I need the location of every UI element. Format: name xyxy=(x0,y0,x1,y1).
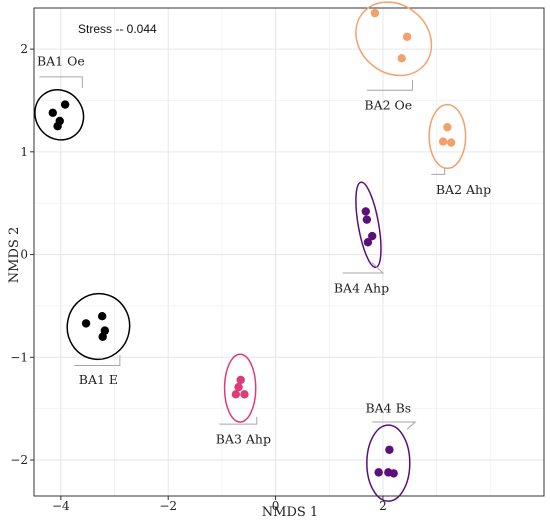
point-ba3-ahp xyxy=(231,390,241,399)
ellipse-ba3-ahp xyxy=(223,353,257,423)
ellipse-ba4-ahp xyxy=(355,181,382,269)
point-ba2-oe xyxy=(397,54,406,63)
group-ba4-ahp: BA4 Ahp xyxy=(334,181,389,295)
group-ba2-ahp: BA2 Ahp xyxy=(428,103,491,197)
point-ba2-ahp xyxy=(446,138,456,147)
stress-annotation: Stress -- 0.044 xyxy=(78,22,157,36)
point-ba2-ahp xyxy=(443,122,452,132)
y-tick-label: 2 xyxy=(20,42,28,56)
leader-ba1-oe xyxy=(39,76,83,89)
group-ba1-oe: BA1 Oe xyxy=(34,53,85,141)
point-ba4-ahp xyxy=(363,238,373,247)
point-ba1-oe xyxy=(48,108,57,117)
point-ba4-bs xyxy=(374,468,383,477)
plot-frame xyxy=(33,7,545,497)
label-ba4-ahp: BA4 Ahp xyxy=(334,280,389,295)
label-ba1-e: BA1 E xyxy=(79,372,118,387)
group-ba2-oe: BA2 Oe xyxy=(355,1,433,113)
label-ba1-oe: BA1 Oe xyxy=(37,53,85,68)
point-ba1-e xyxy=(81,319,91,328)
group-ba4-bs: BA4 Bs xyxy=(365,401,417,502)
x-tick-label: 2 xyxy=(379,499,387,513)
point-ba3-ahp xyxy=(234,382,243,392)
ellipse-ba2-ahp xyxy=(428,103,467,170)
ellipse-ba1-oe xyxy=(34,89,85,141)
group-ba1-e: BA1 E xyxy=(66,292,131,387)
point-ba3-ahp xyxy=(240,390,249,399)
y-tick-label: 0 xyxy=(20,248,28,262)
point-ba4-ahp xyxy=(362,215,372,224)
point-ba1-e xyxy=(98,332,107,341)
point-ba1-oe xyxy=(60,100,70,109)
ellipse-ba2-oe xyxy=(355,1,433,77)
leader-ba1-e xyxy=(74,355,121,367)
point-ba1-oe xyxy=(53,121,62,131)
ellipse-ba4-bs xyxy=(366,424,411,502)
point-ba4-bs xyxy=(385,445,394,454)
group-ba3-ahp: BA3 Ahp xyxy=(216,353,271,446)
x-tick-label: 0 xyxy=(272,499,280,513)
leader-ba3-ahp xyxy=(219,416,258,425)
point-ba2-oe xyxy=(370,8,380,18)
label-ba2-ahp: BA2 Ahp xyxy=(436,182,491,197)
x-axis-title: NMDS 1 xyxy=(262,505,318,520)
ellipse-ba1-e xyxy=(66,292,131,361)
axis-ticks: −4 −2 0 2 −2 −1 0 1 2 xyxy=(10,42,386,513)
y-axis-title: NMDS 2 xyxy=(7,227,22,283)
label-ba2-oe: BA2 Oe xyxy=(364,98,412,113)
leader-ba4-ahp xyxy=(342,262,385,274)
label-ba4-bs: BA4 Bs xyxy=(365,401,411,416)
leader-ba4-bs xyxy=(372,421,417,430)
y-tick-label: −1 xyxy=(10,350,28,364)
point-ba2-oe xyxy=(402,32,412,41)
grid xyxy=(34,8,545,496)
point-ba4-bs xyxy=(389,469,398,478)
y-tick-label: 1 xyxy=(20,145,28,159)
groups-layer: BA1 Oe BA2 Oe BA2 Ahp BA4 Ahp BA1 E BA3 Ahp BA… xyxy=(34,1,491,502)
point-ba2-ahp xyxy=(438,137,448,146)
point-ba4-ahp xyxy=(368,231,377,241)
leader-ba2-ahp xyxy=(431,168,446,175)
point-ba4-ahp xyxy=(361,207,370,216)
leader-ba2-oe xyxy=(366,79,413,91)
x-tick-label: −2 xyxy=(159,499,177,513)
x-tick-label: −4 xyxy=(52,499,70,513)
point-ba1-e xyxy=(97,312,107,321)
y-tick-label: −2 xyxy=(10,453,28,467)
point-ba3-ahp xyxy=(236,375,245,385)
label-ba3-ahp: BA3 Ahp xyxy=(216,431,271,446)
